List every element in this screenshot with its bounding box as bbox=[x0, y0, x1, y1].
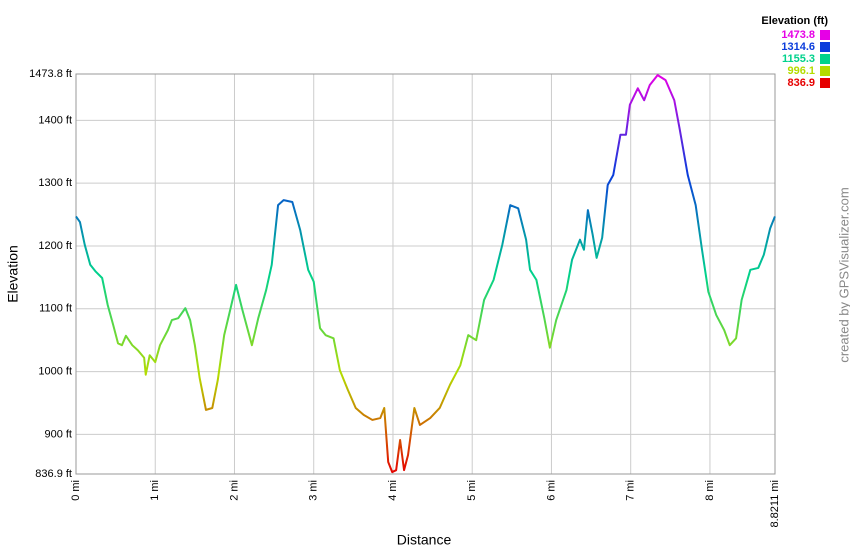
legend-swatch bbox=[820, 54, 830, 64]
y-axis-title: Elevation bbox=[5, 245, 21, 303]
credit: created by GPSVisualizer.com bbox=[836, 187, 850, 362]
legend-swatch bbox=[820, 78, 830, 88]
y-tick-label: 1400 ft bbox=[38, 114, 72, 126]
y-tick-label: 1100 ft bbox=[39, 303, 72, 315]
legend-label: 1473.8 bbox=[781, 29, 815, 41]
plot-frame bbox=[75, 73, 776, 475]
y-tick-label: 1300 ft bbox=[38, 177, 72, 189]
x-tick-label: 6 mi bbox=[545, 480, 557, 501]
y-tick-label: 836.9 ft bbox=[35, 468, 72, 480]
x-tick-label: 4 mi bbox=[387, 480, 399, 501]
legend-swatch bbox=[820, 66, 830, 76]
x-tick-label: 0 mi bbox=[70, 480, 82, 501]
y-tick-label: 1200 ft bbox=[38, 240, 72, 252]
legend-label: 1314.6 bbox=[781, 41, 815, 53]
x-tick-label: 7 mi bbox=[625, 480, 637, 501]
x-tick-label: 8 mi bbox=[704, 480, 716, 501]
y-tick-label: 1000 ft bbox=[38, 365, 72, 377]
x-tick-label: 8.8211 mi bbox=[769, 480, 781, 528]
legend-title: Elevation (ft) bbox=[761, 15, 828, 27]
y-tick-label: 900 ft bbox=[44, 428, 72, 440]
legend-label: 1155.3 bbox=[782, 53, 815, 65]
x-tick-label: 3 mi bbox=[308, 480, 320, 501]
legend-swatch bbox=[820, 42, 830, 52]
elevation-line bbox=[75, 74, 776, 474]
legend-swatch bbox=[820, 30, 830, 40]
x-tick-label: 2 mi bbox=[228, 480, 240, 501]
x-axis-title: Distance bbox=[397, 532, 452, 548]
x-tick-label: 1 mi bbox=[149, 480, 161, 501]
y-tick-label: 1473.8 ft bbox=[29, 68, 72, 80]
legend-label: 996.1 bbox=[787, 65, 815, 77]
x-tick-label: 5 mi bbox=[466, 480, 478, 501]
legend-label: 836.9 bbox=[787, 77, 815, 89]
